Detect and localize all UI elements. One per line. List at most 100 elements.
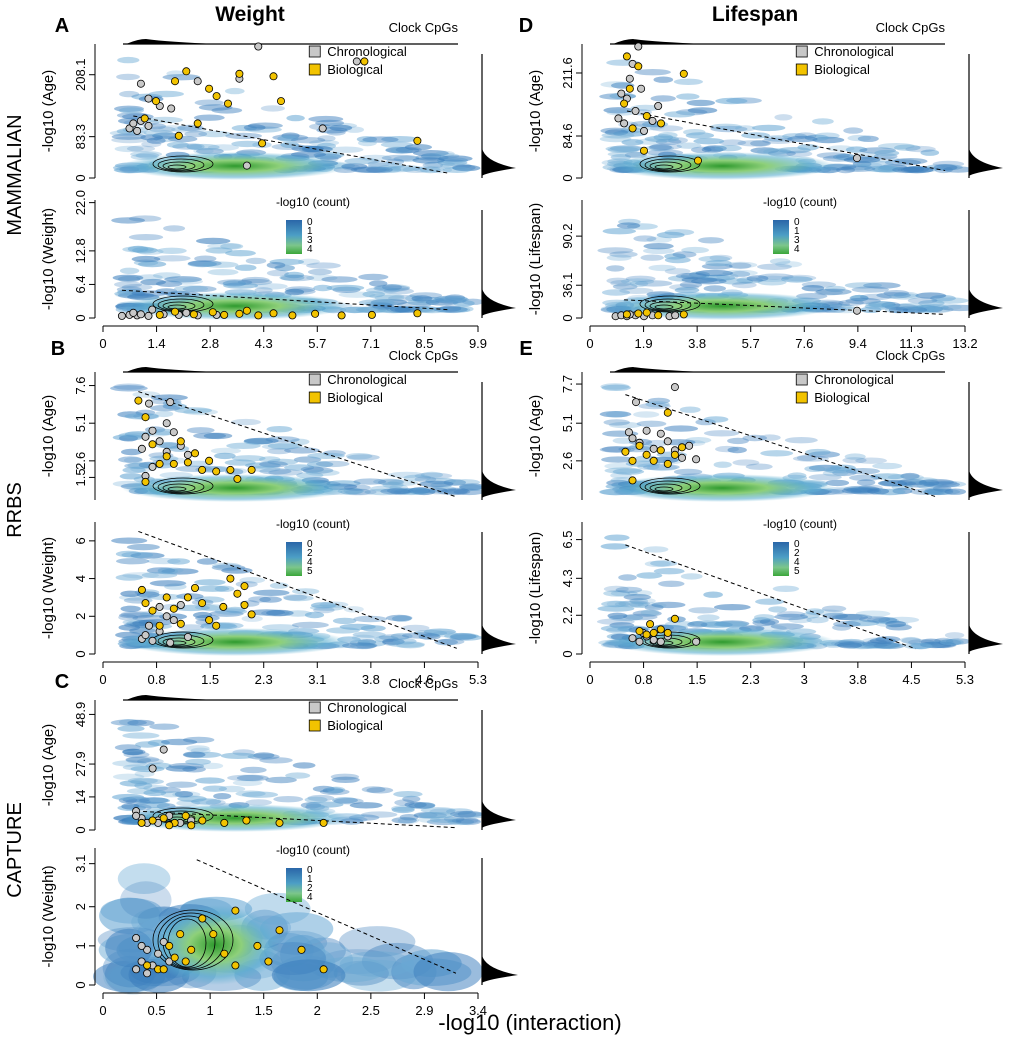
density-cell <box>795 132 817 138</box>
density-cell <box>408 487 430 493</box>
y-tick-label-B-bottom: 4 <box>73 575 88 582</box>
density-core-D-top <box>609 152 836 180</box>
point-chronological-A-top <box>168 105 175 112</box>
density-cell <box>804 466 825 472</box>
point-biological-D-top <box>680 70 687 77</box>
density-cell <box>833 621 861 627</box>
point-biological-A-top <box>194 120 201 127</box>
y-tick-label-C-top: 27.9 <box>73 751 88 776</box>
count-tick-E-bottom: 5 <box>794 566 800 577</box>
point-chronological-E-bottom <box>650 636 657 643</box>
density-cell <box>754 614 775 620</box>
point-chronological-A-top <box>319 125 326 132</box>
point-biological-B-bottom <box>184 594 191 601</box>
point-biological-B-top <box>142 478 149 485</box>
point-biological-A-top <box>414 137 421 144</box>
density-cell <box>124 622 158 628</box>
density-cell <box>281 142 300 148</box>
x-tick-label-A: 0 <box>99 336 106 351</box>
density-cell <box>762 138 794 144</box>
density-cell <box>681 573 703 579</box>
density-cell <box>825 467 858 473</box>
density-cell <box>836 167 855 173</box>
col-title-weight: Weight <box>215 3 285 26</box>
density-core-E-top <box>609 474 836 502</box>
y-tick-label-B-top: 2.6 <box>73 452 88 470</box>
point-biological-B-top <box>234 475 241 482</box>
density-cell <box>225 250 256 256</box>
point-biological-B-top <box>199 466 206 473</box>
point-biological-A-top <box>236 70 243 77</box>
density-cell <box>686 132 714 138</box>
marginal-title-E-top: Clock CpGs <box>876 348 946 363</box>
density-cell <box>327 285 365 291</box>
density-layer <box>93 57 978 995</box>
density-cell <box>622 139 644 145</box>
x-tick-label-C: 2.5 <box>362 1003 380 1018</box>
point-biological-B-top <box>177 438 184 445</box>
density-cell <box>116 558 149 564</box>
y-tick-label-B-bottom: 0 <box>73 650 88 657</box>
y-tick-label-C-bottom: 2 <box>73 903 88 910</box>
density-cell <box>147 117 183 123</box>
point-chronological-B-bottom <box>149 637 156 644</box>
density-cell <box>122 732 159 738</box>
y-tick-label-D-top: 84.6 <box>560 123 575 148</box>
density-cell <box>402 625 430 631</box>
density-cell <box>291 137 326 143</box>
density-cell <box>613 469 644 475</box>
x-tick-label-A: 4.3 <box>255 336 273 351</box>
density-cell <box>704 430 739 436</box>
point-biological-C-top <box>138 819 145 826</box>
point-biological-A-top <box>183 68 190 75</box>
density-cell <box>211 448 241 454</box>
density-cell <box>633 235 656 241</box>
y-tick-label-B-bottom: 2 <box>73 613 88 620</box>
point-chronological-B-bottom <box>145 622 152 629</box>
density-cell <box>150 580 187 586</box>
density-cell <box>732 282 757 288</box>
density-cell <box>393 791 422 797</box>
point-biological-A-top <box>224 100 231 107</box>
point-chronological-B-top <box>142 433 149 440</box>
density-cell <box>654 77 674 83</box>
density-cell <box>862 640 892 646</box>
point-biological-C-bottom <box>166 942 173 949</box>
density-cell <box>268 469 303 475</box>
density-cell <box>306 470 340 476</box>
top-marginal-density-C-top <box>126 695 218 700</box>
point-biological-C-bottom <box>232 907 239 914</box>
point-biological-C-bottom <box>160 966 167 973</box>
density-cell <box>680 407 701 413</box>
density-cell <box>608 147 640 153</box>
point-biological-A-bottom <box>190 311 197 318</box>
point-chronological-E-bottom <box>629 635 636 642</box>
density-cell <box>127 544 160 550</box>
point-biological-B-top <box>170 460 177 467</box>
x-tick-label-C: 2.9 <box>415 1003 433 1018</box>
point-chronological-A-top <box>353 58 360 65</box>
point-biological-C-top <box>166 822 173 829</box>
density-cell <box>443 167 471 173</box>
density-cell <box>207 243 241 249</box>
x-tick-label-D: 13.2 <box>952 336 977 351</box>
x-tick-label-D: 9.4 <box>849 336 867 351</box>
density-cell <box>822 606 846 612</box>
point-chronological-C-bottom <box>155 950 162 957</box>
count-title-D-bottom: -log10 (count) <box>763 195 837 209</box>
density-cell <box>603 228 636 234</box>
density-cell <box>113 275 144 281</box>
x-tick-label-B: 0 <box>99 672 106 687</box>
count-colorbar-C-bottom <box>286 868 302 902</box>
point-chronological-E-top <box>664 438 671 445</box>
density-cell <box>174 407 212 413</box>
density-cell <box>396 147 422 153</box>
point-biological-B-bottom <box>163 594 170 601</box>
legend-swatch-0-E-top <box>796 374 807 385</box>
density-cell <box>454 489 485 495</box>
density-cell <box>275 265 295 271</box>
density-cell <box>308 269 332 275</box>
density-cell <box>111 538 147 544</box>
legend-swatch-0-C-top <box>309 702 320 713</box>
density-cell <box>212 564 246 570</box>
